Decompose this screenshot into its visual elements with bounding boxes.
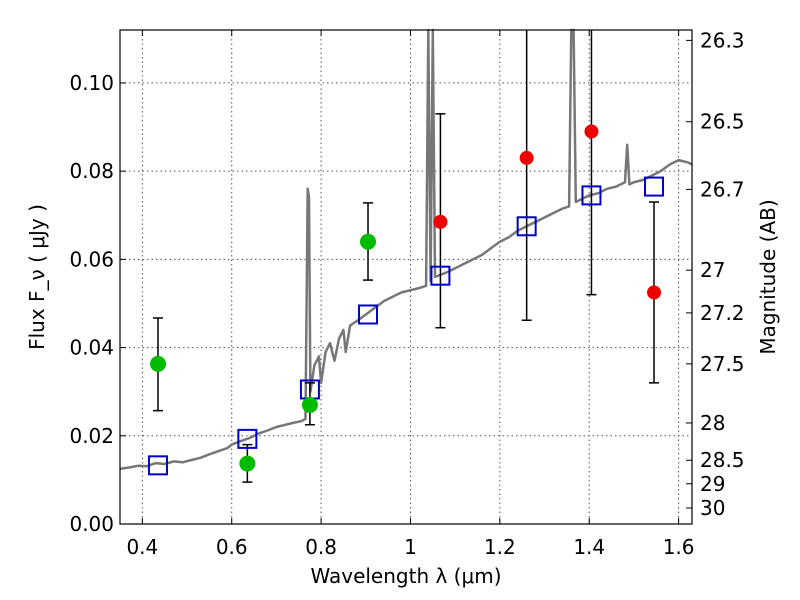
detection-point bbox=[360, 233, 377, 250]
detection-point bbox=[149, 355, 166, 372]
model-square bbox=[147, 455, 168, 476]
y-tick-label: 0.10 bbox=[69, 71, 114, 95]
x-tick-label: 1.4 bbox=[573, 535, 605, 559]
errorbar-layer bbox=[152, 30, 660, 483]
mag-tick-label: 26.5 bbox=[700, 110, 745, 134]
mag-tick-label: 27.5 bbox=[700, 352, 745, 376]
marginal-point bbox=[519, 150, 534, 165]
marginal-point bbox=[584, 124, 599, 139]
y2-axis-title: Magnitude (AB) bbox=[756, 199, 780, 354]
mag-tick-label: 28 bbox=[700, 411, 725, 435]
model-square bbox=[644, 176, 665, 197]
mag-tick-label: 26.3 bbox=[700, 28, 745, 52]
y-tick-label: 0.06 bbox=[69, 247, 114, 271]
model-square bbox=[237, 428, 258, 449]
detection-point bbox=[301, 396, 318, 413]
mag-tick-label: 27 bbox=[700, 258, 725, 282]
x-tick-label: 0.6 bbox=[216, 535, 248, 559]
model-square bbox=[430, 265, 451, 286]
plot-frame bbox=[119, 29, 693, 525]
model-square bbox=[358, 304, 379, 325]
model-square bbox=[516, 216, 537, 237]
x-tick-label: 1.2 bbox=[484, 535, 516, 559]
x-tick-label: 0.8 bbox=[305, 535, 337, 559]
x-axis-title: Wavelength λ (μm) bbox=[310, 564, 501, 588]
detection-point bbox=[239, 455, 256, 472]
model-layer bbox=[147, 176, 665, 476]
point-layer bbox=[149, 124, 662, 472]
y-tick-label: 0.02 bbox=[69, 424, 114, 448]
marginal-point bbox=[433, 214, 448, 229]
y-tick-label: 0.00 bbox=[69, 512, 114, 536]
y-tick-label: 0.04 bbox=[69, 336, 114, 360]
tick-layer: 0.4 0.6 0.8 1 1.2 1.4 1.6 0.00 0.02 0.04 0.06 0.08 0… bbox=[69, 28, 744, 559]
y-tick-label: 0.08 bbox=[69, 159, 114, 183]
mag-tick-label: 30 bbox=[700, 496, 725, 520]
y-axis-title: Flux F_ν ( μJy ) bbox=[25, 204, 49, 350]
x-tick-label: 1 bbox=[404, 535, 417, 559]
mag-tick-label: 27.2 bbox=[700, 301, 745, 325]
mag-tick-label: 26.7 bbox=[700, 177, 745, 201]
x-tick-label: 0.4 bbox=[126, 535, 158, 559]
marginal-point bbox=[647, 285, 662, 300]
x-tick-label: 1.6 bbox=[663, 535, 695, 559]
mag-tick-label: 29 bbox=[700, 472, 725, 496]
mag-tick-label: 28.5 bbox=[700, 448, 745, 472]
model-square bbox=[581, 185, 602, 206]
